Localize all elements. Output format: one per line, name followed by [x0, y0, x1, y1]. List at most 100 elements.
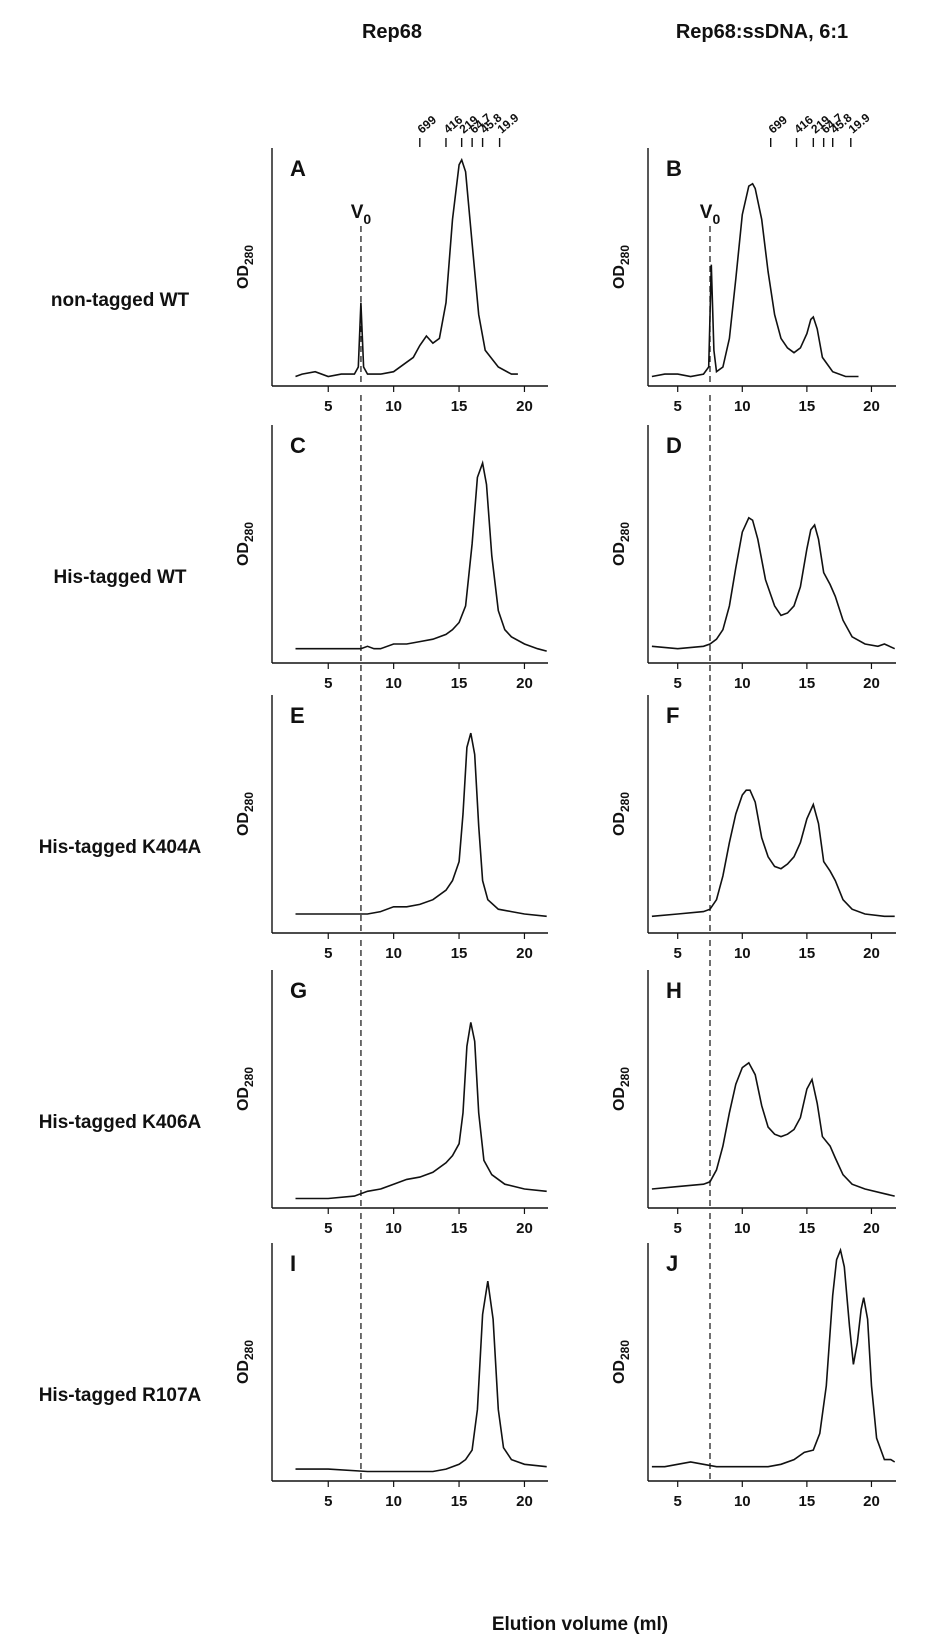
x-tick-label: 20: [516, 1220, 533, 1237]
x-tick-label: 10: [385, 675, 402, 692]
v0-label-text: V: [351, 202, 364, 223]
y-axis-label-text: OD: [235, 1360, 252, 1384]
panel-label: I: [290, 1251, 296, 1276]
y-axis-label-text: OD: [611, 265, 628, 289]
x-tick-label: 5: [674, 1493, 682, 1510]
y-axis-label-subscript: 280: [242, 792, 256, 812]
x-tick-label: 10: [385, 1220, 402, 1237]
chromatogram-line: [651, 1247, 896, 1468]
mw-marker-label: 19.9: [495, 110, 522, 136]
chromatogram-line: [651, 1061, 895, 1197]
x-tick-label: 10: [385, 1493, 402, 1510]
x-tick-label: 15: [451, 945, 468, 962]
y-axis-label-subscript: 280: [242, 522, 256, 542]
y-axis-label: OD280: [235, 792, 256, 836]
x-tick-label: 5: [324, 675, 332, 692]
x-tick-label: 20: [863, 945, 880, 962]
x-tick-label: 5: [324, 398, 332, 415]
x-tick-label: 20: [863, 398, 880, 415]
column-title: Rep68:ssDNA, 6:1: [676, 21, 848, 43]
chromatogram-line: [295, 1280, 547, 1473]
y-axis-label: OD280: [611, 1340, 632, 1384]
x-tick-label: 10: [734, 675, 751, 692]
x-tick-label: 20: [863, 1220, 880, 1237]
y-axis-label-subscript: 280: [618, 522, 632, 542]
y-axis-label-subscript: 280: [618, 1067, 632, 1087]
x-tick-label: 15: [799, 945, 816, 962]
x-tick-label: 10: [385, 398, 402, 415]
x-tick-label: 10: [734, 1493, 751, 1510]
v0-label-subscript: 0: [363, 211, 371, 227]
x-tick-label: 20: [516, 398, 533, 415]
row-label: His-tagged K404A: [39, 837, 202, 858]
panel-label: C: [290, 433, 306, 458]
mw-marker-label: 19.9: [846, 110, 873, 136]
x-tick-label: 10: [734, 398, 751, 415]
x-tick-label: 20: [863, 1493, 880, 1510]
chromatogram-line: [295, 1022, 547, 1200]
x-tick-label: 10: [734, 1220, 751, 1237]
x-tick-label: 5: [324, 1493, 332, 1510]
mw-marker-label: 699: [766, 112, 791, 136]
x-tick-label: 10: [385, 945, 402, 962]
y-axis-label: OD280: [235, 1067, 256, 1111]
row-label: His-tagged WT: [54, 567, 187, 588]
y-axis-label-subscript: 280: [242, 1340, 256, 1360]
panel-label: B: [666, 156, 682, 181]
y-axis-label-subscript: 280: [242, 245, 256, 265]
y-axis-label: OD280: [611, 522, 632, 566]
y-axis-label: OD280: [611, 245, 632, 289]
panel-label: J: [666, 1251, 678, 1276]
row-label: His-tagged K406A: [39, 1112, 202, 1133]
v0-label-text: V: [700, 202, 713, 223]
y-axis-label: OD280: [235, 1340, 256, 1384]
y-axis-label-text: OD: [611, 1360, 628, 1384]
y-axis-label-text: OD: [235, 812, 252, 836]
x-tick-label: 5: [674, 1220, 682, 1237]
v0-label-subscript: 0: [712, 211, 720, 227]
y-axis-label-text: OD: [611, 542, 628, 566]
y-axis-label: OD280: [611, 792, 632, 836]
x-tick-label: 20: [516, 675, 533, 692]
x-tick-label: 15: [451, 398, 468, 415]
y-axis-label-text: OD: [611, 1087, 628, 1111]
y-axis-label-text: OD: [235, 1087, 252, 1111]
x-tick-label: 20: [863, 675, 880, 692]
row-label: His-tagged R107A: [39, 1385, 202, 1406]
x-tick-label: 5: [674, 398, 682, 415]
x-tick-label: 15: [799, 1220, 816, 1237]
mw-marker-label: 699: [415, 112, 440, 136]
chromatogram-line: [295, 157, 518, 378]
x-tick-label: 15: [799, 398, 816, 415]
x-axis-label: Elution volume (ml): [492, 1614, 668, 1635]
x-tick-label: 5: [324, 1220, 332, 1237]
y-axis-label-subscript: 280: [242, 1067, 256, 1087]
y-axis-label-subscript: 280: [618, 1340, 632, 1360]
x-tick-label: 5: [674, 675, 682, 692]
x-tick-label: 10: [734, 945, 751, 962]
y-axis-label-text: OD: [611, 812, 628, 836]
x-tick-label: 5: [674, 945, 682, 962]
panel-label: E: [290, 703, 305, 728]
x-tick-label: 20: [516, 1493, 533, 1510]
panel-label: F: [666, 703, 679, 728]
panel-label: G: [290, 978, 307, 1003]
x-tick-label: 15: [451, 1493, 468, 1510]
column-title: Rep68: [362, 21, 422, 43]
y-axis-label: OD280: [235, 245, 256, 289]
x-tick-label: 15: [799, 675, 816, 692]
chromatogram-line: [651, 516, 896, 650]
panel-label: D: [666, 433, 682, 458]
y-axis-label-text: OD: [235, 542, 252, 566]
x-tick-label: 15: [799, 1493, 816, 1510]
v0-label: V0: [700, 202, 721, 227]
y-axis-label-subscript: 280: [618, 245, 632, 265]
y-axis-label-subscript: 280: [618, 792, 632, 812]
panel-label: H: [666, 978, 682, 1003]
y-axis-label: OD280: [611, 1067, 632, 1111]
x-tick-label: 5: [324, 945, 332, 962]
x-tick-label: 15: [451, 1220, 468, 1237]
y-axis-label: OD280: [235, 522, 256, 566]
chromatogram-line: [651, 789, 895, 918]
